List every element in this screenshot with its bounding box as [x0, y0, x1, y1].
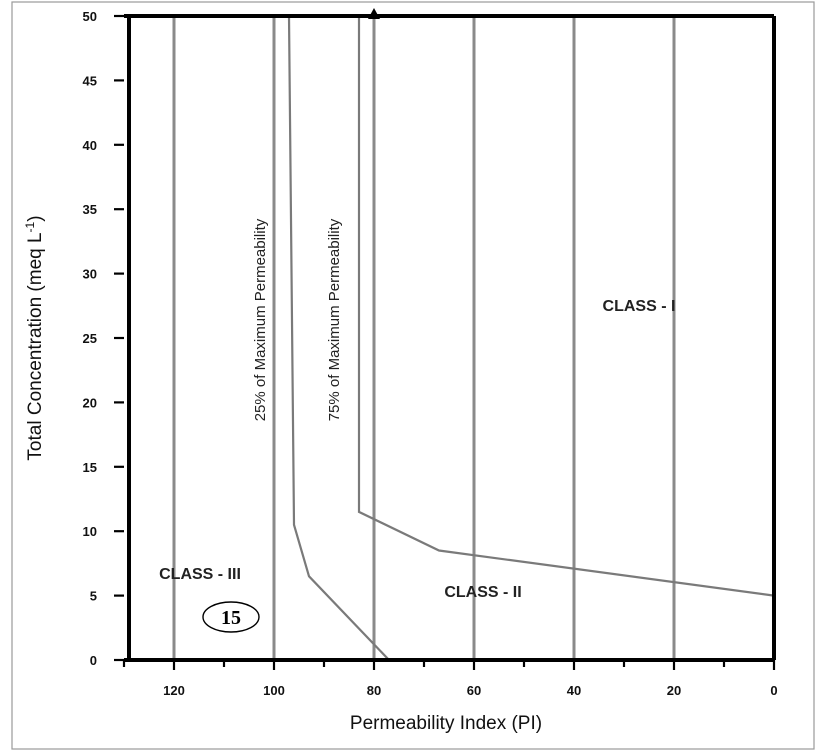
y-tick-label-0: 0	[90, 653, 97, 668]
class-iii-label: CLASS - III	[159, 566, 241, 583]
figure-number-circle	[202, 601, 260, 633]
x-tick-label-120: 120	[163, 683, 185, 698]
class-ii-label: CLASS - II	[444, 584, 521, 601]
class-i-label: CLASS - I	[603, 298, 676, 315]
y-tick-label-5: 5	[90, 589, 97, 604]
axis-layer	[114, 14, 776, 670]
series-label-25pct: 25% of Maximum Permeability	[252, 218, 269, 421]
y-tick-label-25: 25	[83, 331, 97, 346]
y-tick-label-20: 20	[83, 395, 97, 410]
figure-number-text: 15	[221, 607, 241, 629]
x-tick-label-40: 40	[567, 683, 581, 698]
x-tick-label-100: 100	[263, 683, 285, 698]
x-tick-label-0: 0	[770, 683, 777, 698]
y-axis-title-superscript: -1	[23, 221, 37, 232]
y-tick-label-35: 35	[83, 202, 97, 217]
x-axis-title: Permeability Index (PI)	[350, 713, 542, 734]
x-tick-label-20: 20	[667, 683, 681, 698]
series-label-75pct: 75% of Maximum Permeability	[326, 218, 343, 421]
y-tick-label-40: 40	[83, 138, 97, 153]
y-axis-title-close: )	[25, 215, 46, 221]
grid-layer	[172, 16, 676, 660]
y-tick-label-45: 45	[83, 73, 97, 88]
figure-frame	[11, 1, 815, 750]
figure-number-badge: 15	[202, 601, 260, 633]
y-tick-label-50: 50	[83, 9, 97, 24]
y-tick-label-15: 15	[83, 460, 97, 475]
x-tick-label-80: 80	[367, 683, 381, 698]
y-axis-title-main: Total Concentration (meq L	[25, 232, 46, 460]
y-axis-title: Total Concentration (meq L-1)	[23, 215, 46, 460]
y-tick-label-10: 10	[83, 524, 97, 539]
tick-label-layer: 120 100 80 60 40 20 0 0 5 10 15 20 25 30 35 40 45 50	[83, 9, 778, 698]
series-line-75pct	[357, 16, 775, 597]
y-tick-label-30: 30	[83, 267, 97, 282]
x-tick-label-60: 60	[467, 683, 481, 698]
series-line-25pct	[287, 15, 390, 661]
series-layer	[287, 8, 775, 661]
